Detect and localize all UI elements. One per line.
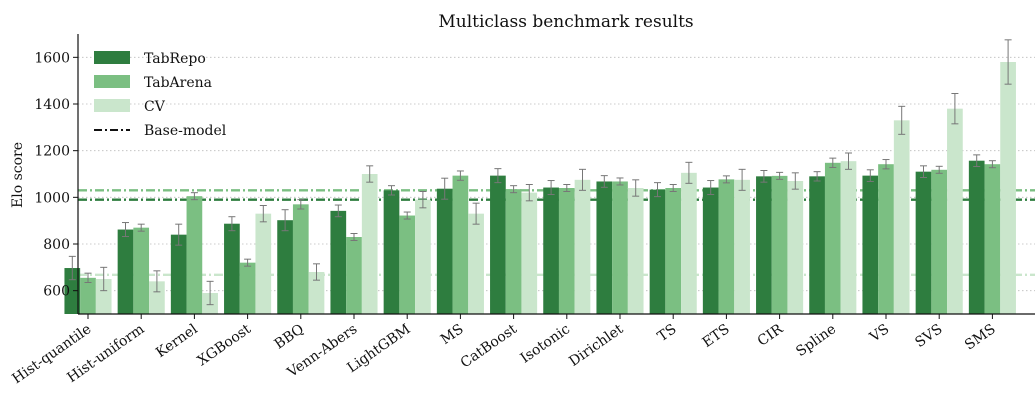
bar [117,229,134,314]
bar [862,175,879,314]
x-tick-label: SVS [912,321,945,351]
bar [984,164,1001,314]
bar [681,172,697,314]
y-tick-label: 600 [43,284,70,300]
bar [787,181,804,314]
bars [64,62,1016,315]
error-bars [68,39,1012,306]
chart-title: Multiclass benchmark results [438,12,693,32]
bar [399,215,416,314]
bar [543,187,559,314]
y-axis-label: Elo score [10,142,26,208]
bar [718,179,735,314]
x-tick-label: SMS [962,321,999,353]
legend-swatch [94,51,130,64]
bar [239,262,256,314]
x-tick-label: BBQ [272,321,307,352]
x-tick-label: XGBoost [195,321,255,369]
bar [1000,62,1016,314]
bar [186,196,203,314]
x-tick-label: CIR [755,321,786,350]
bar [505,189,522,314]
bar [840,161,857,314]
bar [452,175,469,314]
bar [893,120,910,314]
bar [361,174,378,314]
y-tick-label: 1000 [34,190,70,206]
y-tick-label: 800 [43,237,70,253]
legend-swatch [94,75,130,88]
bar [170,234,187,314]
x-tick-label: MS [438,321,467,348]
bar [574,179,591,314]
bar [627,188,644,314]
bar [436,188,453,314]
x-tick-label: Dirichlet [566,321,626,370]
x-tick-label: CatBoost [458,321,520,371]
x-tick-label: TS [655,321,680,345]
bar [734,179,750,314]
legend: TabRepo TabArena CV Base-model [94,51,227,139]
bar [824,162,841,314]
bar [702,187,719,314]
bar [277,220,293,314]
bar [490,175,506,314]
bar [255,213,272,314]
x-tick-label: Kernel [153,321,201,361]
bar [649,189,666,314]
legend-label: TabArena [144,75,212,91]
bar [521,192,538,314]
y-tick-label: 1400 [34,97,70,113]
x-tick-label: ETS [700,321,733,351]
bar [665,188,682,314]
x-tick-label: Spline [793,321,839,360]
y-tick-label: 1200 [34,144,70,160]
bar [383,190,400,314]
bar [968,160,985,314]
bar [931,169,948,314]
bar [878,164,894,314]
bar [809,176,825,314]
bar [415,199,431,314]
bar [947,108,963,315]
bar [330,210,347,314]
bar [64,268,81,314]
bar [133,227,150,314]
bar [292,204,309,314]
bar [95,279,112,314]
y-tick-label: 1600 [34,50,70,66]
legend-label: Base-model [144,123,227,139]
bar [224,223,240,314]
legend-swatch [94,99,130,112]
bar [756,176,772,314]
bar [915,171,932,314]
bar [596,181,613,314]
bar [468,213,484,314]
bar [80,277,96,314]
bar [346,237,362,314]
bar [149,281,165,314]
legend-label: CV [144,99,166,115]
bar [558,188,575,314]
bar [308,272,325,314]
legend-label: TabRepo [144,51,206,67]
x-tick-label: VS [866,321,892,346]
x-tick-label: Isotonic [518,321,574,367]
bar [771,175,788,314]
bar [612,181,628,314]
